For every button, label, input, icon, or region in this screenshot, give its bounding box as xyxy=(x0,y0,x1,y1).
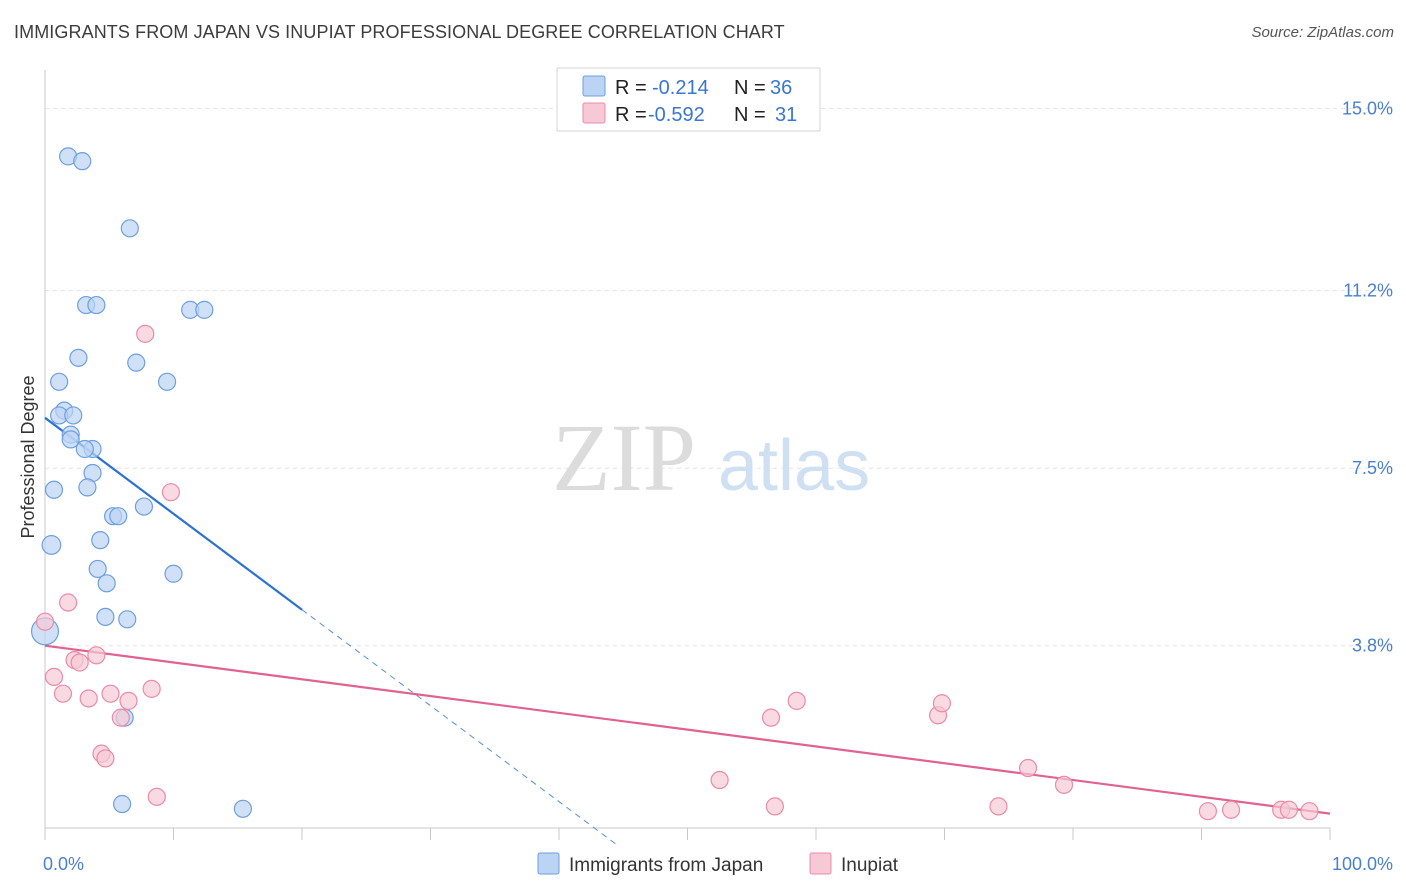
trend-line-inupiat xyxy=(44,644,1331,815)
point-japan xyxy=(91,531,110,550)
legend-r-value-inupiat: -0.592 xyxy=(648,104,705,126)
point-inupiat xyxy=(161,483,181,502)
legend: R = -0.214 N = 36 R = -0.592 N = 31 xyxy=(556,67,821,132)
point-inupiat xyxy=(87,646,106,665)
point-inupiat xyxy=(932,694,952,713)
point-inupiat xyxy=(111,708,130,727)
point-inupiat xyxy=(142,679,161,698)
x-ticks xyxy=(44,828,1331,840)
point-inupiat xyxy=(147,787,166,806)
watermark-atlas: atlas xyxy=(718,426,870,506)
point-inupiat xyxy=(53,684,73,703)
legend-r-value-japan: -0.214 xyxy=(652,77,709,99)
y-axis-label: Professional Degree xyxy=(18,375,38,538)
point-japan xyxy=(118,610,137,629)
data-points xyxy=(30,147,1319,821)
trend-line-japan-extension xyxy=(301,609,618,846)
point-inupiat xyxy=(44,667,64,686)
legend-r-label-japan: R = xyxy=(615,77,647,99)
legend-n-value-japan: 36 xyxy=(770,77,792,99)
bottom-legend-swatch-japan xyxy=(537,852,560,875)
point-japan xyxy=(112,794,132,814)
point-japan xyxy=(120,219,139,238)
point-inupiat xyxy=(96,749,115,768)
point-inupiat xyxy=(1054,775,1074,794)
y-tick-label: 15.0% xyxy=(1342,98,1393,118)
chart-title: IMMIGRANTS FROM JAPAN VS INUPIAT PROFESS… xyxy=(14,22,785,42)
legend-swatch-inupiat xyxy=(582,102,606,124)
point-japan xyxy=(61,430,80,449)
point-japan xyxy=(87,295,106,315)
point-inupiat xyxy=(119,691,138,710)
point-inupiat xyxy=(59,593,78,612)
point-japan xyxy=(73,152,92,171)
point-inupiat xyxy=(710,770,729,790)
watermark: ZIP atlas xyxy=(552,404,870,511)
point-japan xyxy=(97,574,116,593)
point-inupiat xyxy=(989,797,1008,816)
legend-n-label-inupiat: N = xyxy=(734,104,766,126)
point-inupiat xyxy=(765,797,784,816)
point-inupiat xyxy=(1221,800,1241,819)
point-inupiat xyxy=(70,653,89,672)
point-japan xyxy=(109,507,128,526)
point-inupiat xyxy=(79,689,98,708)
point-japan xyxy=(195,300,214,319)
point-japan xyxy=(69,348,88,367)
legend-n-label-japan: N = xyxy=(734,77,766,99)
point-inupiat xyxy=(101,684,120,703)
point-japan xyxy=(164,564,183,583)
point-japan xyxy=(64,406,83,425)
y-tick-label: 11.2% xyxy=(1343,281,1393,301)
point-japan xyxy=(75,439,94,459)
point-inupiat xyxy=(1279,800,1298,819)
y-tick-label: 7.5% xyxy=(1352,458,1393,478)
point-inupiat xyxy=(35,612,55,631)
legend-r-label-inupiat: R = xyxy=(615,104,647,126)
point-japan xyxy=(96,607,115,627)
point-inupiat xyxy=(136,324,155,343)
point-japan xyxy=(134,497,154,516)
y-tick-label: 3.8% xyxy=(1352,636,1393,656)
point-japan xyxy=(44,480,64,499)
point-inupiat xyxy=(1198,802,1218,821)
bottom-legend: Immigrants from Japan Inupiat xyxy=(537,852,899,876)
point-japan xyxy=(233,799,252,818)
source-label: Source: ZipAtlas.com xyxy=(1251,24,1394,41)
point-japan xyxy=(50,372,69,391)
bottom-legend-label-inupiat: Inupiat xyxy=(841,855,899,876)
point-inupiat xyxy=(1300,802,1319,821)
bottom-legend-swatch-inupiat xyxy=(809,852,832,875)
legend-n-value-inupiat: 31 xyxy=(775,104,797,126)
x-tick-label-min: 0.0% xyxy=(43,854,84,874)
point-japan xyxy=(78,478,97,497)
legend-swatch-japan xyxy=(582,75,606,97)
point-japan xyxy=(41,535,62,555)
point-japan xyxy=(127,353,146,372)
point-inupiat xyxy=(761,708,781,727)
x-tick-label-max: 100.0% xyxy=(1332,854,1393,874)
bottom-legend-label-japan: Immigrants from Japan xyxy=(569,855,763,876)
watermark-zip: ZIP xyxy=(552,404,696,511)
point-japan xyxy=(157,372,177,391)
grid xyxy=(45,107,1392,647)
point-inupiat xyxy=(787,691,806,710)
point-inupiat xyxy=(1018,758,1038,778)
point-japan xyxy=(88,559,107,579)
y-tick-labels: 3.8% 7.5% 11.2% 15.0% xyxy=(1342,98,1393,655)
